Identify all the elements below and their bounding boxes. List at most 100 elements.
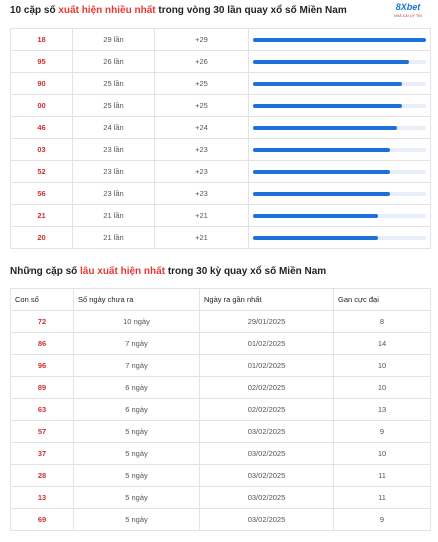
section1-title: 10 cặp số xuất hiện nhiều nhất trong vòn… bbox=[10, 5, 347, 16]
pair-number: 18 bbox=[10, 28, 73, 51]
pair-number: 57 bbox=[10, 420, 74, 443]
section2-title-pre: Những cặp số bbox=[10, 266, 81, 277]
pair-number: 00 bbox=[10, 94, 73, 117]
last-date: 01/02/2025 bbox=[199, 332, 334, 355]
occurrence-count: 21 lần bbox=[72, 226, 155, 249]
pair-number: 89 bbox=[10, 376, 74, 399]
frequency-bar bbox=[253, 169, 426, 174]
frequency-bar-fill bbox=[253, 125, 397, 130]
table-row: 13 5 ngày 03/02/2025 11 bbox=[10, 486, 431, 509]
pair-number: 03 bbox=[10, 138, 73, 161]
max-gap: 10 bbox=[333, 354, 431, 377]
column-header-max-gap: Gan cực đại bbox=[333, 288, 431, 311]
table-row: 21 21 lần +21 bbox=[10, 204, 431, 227]
column-header-number: Con số bbox=[10, 288, 74, 311]
frequency-bar-fill bbox=[253, 37, 426, 42]
frequency-bar-fill bbox=[253, 169, 390, 174]
column-header-last-date: Ngày ra gần nhất bbox=[199, 288, 334, 311]
days-absent: 6 ngày bbox=[73, 376, 200, 399]
frequency-bar-fill bbox=[253, 147, 390, 152]
section2-title: Những cặp số lâu xuất hiện nhất trong 30… bbox=[10, 266, 326, 277]
pair-number: 52 bbox=[10, 160, 73, 183]
frequency-bar bbox=[253, 147, 426, 152]
pair-number: 96 bbox=[10, 354, 74, 377]
days-absent: 5 ngày bbox=[73, 442, 200, 465]
days-absent: 5 ngày bbox=[73, 464, 200, 487]
occurrence-count: 25 lần bbox=[72, 72, 155, 95]
last-date: 03/02/2025 bbox=[199, 486, 334, 509]
frequency-bar-fill bbox=[253, 191, 390, 196]
table-row: 63 6 ngày 02/02/2025 13 bbox=[10, 398, 431, 421]
frequency-bar-fill bbox=[253, 103, 402, 108]
table-row: 20 21 lần +21 bbox=[10, 226, 431, 249]
frequent-pairs-table: 18 29 lần +29 95 26 lần +26 90 25 lần +25 00 25… bbox=[10, 28, 431, 249]
table-header-row: Con số Số ngày chưa ra Ngày ra gần nhất … bbox=[10, 288, 431, 311]
frequency-bar bbox=[253, 37, 426, 42]
max-gap: 9 bbox=[333, 420, 431, 443]
last-date: 03/02/2025 bbox=[199, 420, 334, 443]
section2-title-post: trong 30 kỳ quay xổ số Miền Nam bbox=[165, 266, 327, 277]
frequency-bar-fill bbox=[253, 213, 378, 218]
table-row: 28 5 ngày 03/02/2025 11 bbox=[10, 464, 431, 487]
days-absent: 7 ngày bbox=[73, 354, 200, 377]
frequency-bar-fill bbox=[253, 59, 409, 64]
table-row: 52 23 lần +23 bbox=[10, 160, 431, 183]
brand-logo-name: 8Xbet bbox=[395, 2, 421, 12]
pair-number: 13 bbox=[10, 486, 74, 509]
occurrence-count: 23 lần bbox=[72, 182, 155, 205]
occurrence-delta: +23 bbox=[154, 182, 249, 205]
frequency-bar bbox=[253, 125, 426, 130]
occurrence-count: 21 lần bbox=[72, 204, 155, 227]
occurrence-delta: +21 bbox=[154, 204, 249, 227]
days-absent: 7 ngày bbox=[73, 332, 200, 355]
days-absent: 5 ngày bbox=[73, 508, 200, 531]
max-gap: 11 bbox=[333, 486, 431, 509]
brand-logo[interactable]: 8Xbet NHÀ CÁI UY TÍN bbox=[385, 2, 431, 24]
frequency-bar bbox=[253, 81, 426, 86]
pair-number: 56 bbox=[10, 182, 73, 205]
section1-title-pre: 10 cặp số bbox=[10, 5, 59, 16]
frequency-bar bbox=[253, 103, 426, 108]
pair-number: 37 bbox=[10, 442, 74, 465]
frequency-bar bbox=[253, 235, 426, 240]
long-absent-pairs-table: Con số Số ngày chưa ra Ngày ra gần nhất … bbox=[10, 288, 431, 531]
table-row: 57 5 ngày 03/02/2025 9 bbox=[10, 420, 431, 443]
days-absent: 5 ngày bbox=[73, 420, 200, 443]
occurrence-count: 23 lần bbox=[72, 160, 155, 183]
occurrence-delta: +24 bbox=[154, 116, 249, 139]
last-date: 02/02/2025 bbox=[199, 376, 334, 399]
occurrence-count: 29 lần bbox=[72, 28, 155, 51]
section2-title-highlight: lâu xuất hiện nhất bbox=[80, 266, 166, 277]
frequency-bar-fill bbox=[253, 81, 402, 86]
pair-number: 95 bbox=[10, 50, 73, 73]
last-date: 03/02/2025 bbox=[199, 464, 334, 487]
occurrence-delta: +21 bbox=[154, 226, 249, 249]
section1-title-highlight: xuất hiện nhiều nhất bbox=[58, 5, 156, 16]
max-gap: 10 bbox=[333, 376, 431, 399]
pair-number: 20 bbox=[10, 226, 73, 249]
occurrence-count: 26 lần bbox=[72, 50, 155, 73]
table-row: 37 5 ngày 03/02/2025 10 bbox=[10, 442, 431, 465]
table-row: 95 26 lần +26 bbox=[10, 50, 431, 73]
last-date: 29/01/2025 bbox=[199, 310, 334, 333]
max-gap: 9 bbox=[333, 508, 431, 531]
column-header-days-absent: Số ngày chưa ra bbox=[73, 288, 200, 311]
pair-number: 69 bbox=[10, 508, 74, 531]
occurrence-delta: +25 bbox=[154, 94, 249, 117]
pair-number: 63 bbox=[10, 398, 74, 421]
max-gap: 11 bbox=[333, 464, 431, 487]
pair-number: 90 bbox=[10, 72, 73, 95]
table-row: 46 24 lần +24 bbox=[10, 116, 431, 139]
table-row: 89 6 ngày 02/02/2025 10 bbox=[10, 376, 431, 399]
table-row: 96 7 ngày 01/02/2025 10 bbox=[10, 354, 431, 377]
frequency-bar bbox=[253, 59, 426, 64]
occurrence-delta: +26 bbox=[154, 50, 249, 73]
occurrence-delta: +23 bbox=[154, 138, 249, 161]
occurrence-delta: +23 bbox=[154, 160, 249, 183]
pair-number: 28 bbox=[10, 464, 74, 487]
last-date: 03/02/2025 bbox=[199, 442, 334, 465]
table-row: 72 10 ngày 29/01/2025 8 bbox=[10, 310, 431, 333]
table-row: 86 7 ngày 01/02/2025 14 bbox=[10, 332, 431, 355]
last-date: 02/02/2025 bbox=[199, 398, 334, 421]
last-date: 03/02/2025 bbox=[199, 508, 334, 531]
